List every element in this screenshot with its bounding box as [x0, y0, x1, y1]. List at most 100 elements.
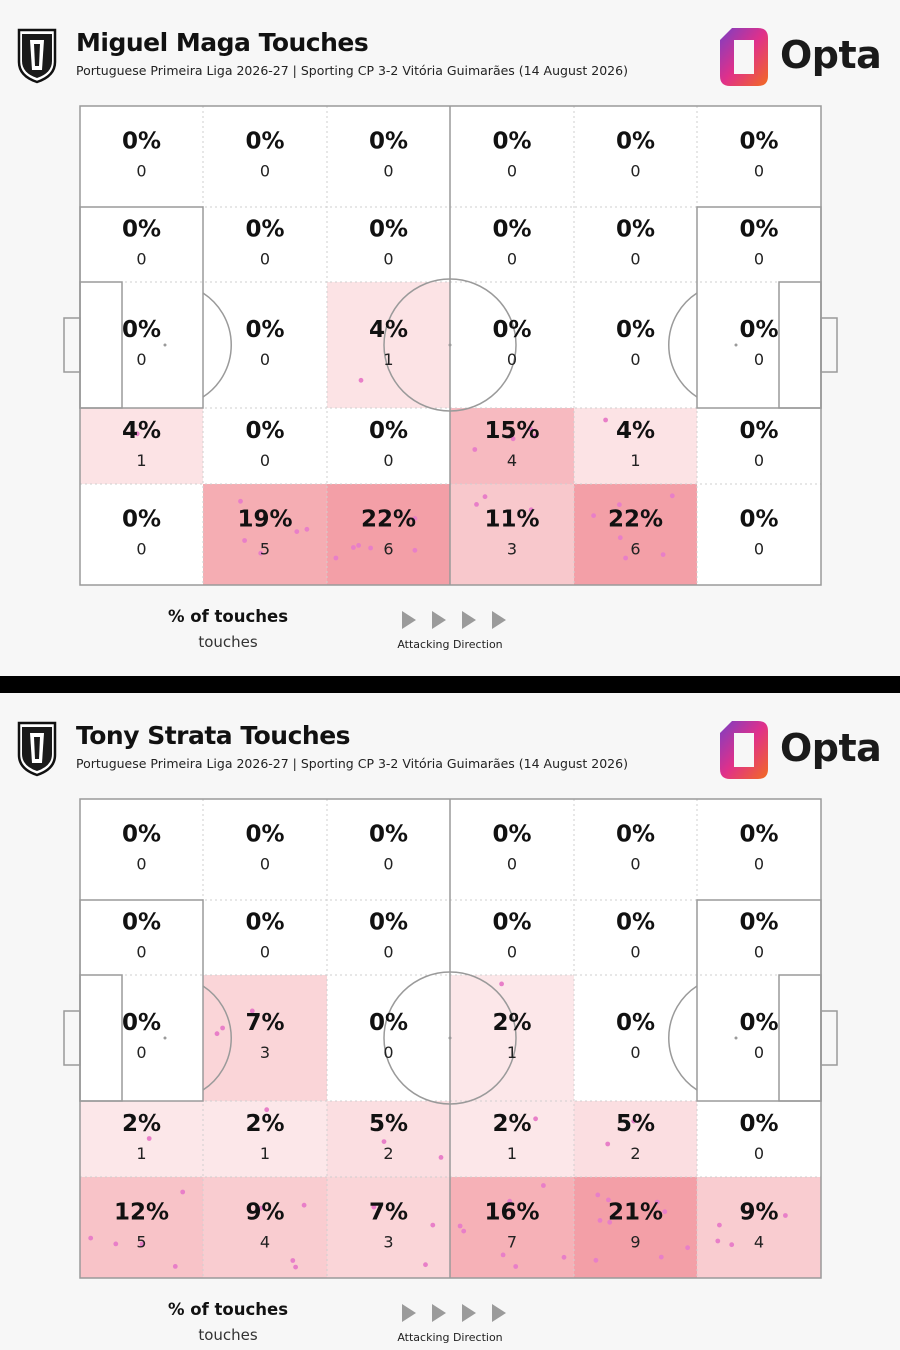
cell-count-label: 0 [507, 943, 517, 962]
cell-count-label: 0 [260, 451, 270, 470]
cell-percent-label: 11% [484, 507, 539, 533]
touch-dot [591, 513, 596, 518]
heat-cell-r4-c2 [327, 1177, 450, 1278]
legend-title: % of touches [167, 1300, 289, 1319]
cell-count-label: 0 [754, 350, 764, 369]
touch-dot [368, 545, 373, 551]
touch-dot [593, 1257, 599, 1263]
cell-percent-label: 0% [122, 822, 161, 848]
heat-cell-r4-c1 [203, 1177, 327, 1278]
heat-cell-r2-c2 [327, 975, 450, 1101]
cell-count-label: 5 [260, 540, 270, 559]
cell-count-label: 2 [383, 1144, 393, 1163]
touch-dot [242, 538, 248, 543]
attacking-direction-arrow-icon [402, 611, 506, 629]
club-crest-icon [17, 28, 57, 84]
touch-dot [500, 1252, 506, 1258]
heat-cell-r0-c0 [80, 799, 203, 900]
cell-percent-label: 4% [369, 317, 408, 343]
cell-percent-label: 0% [492, 217, 531, 243]
touch-dot [482, 494, 488, 500]
cell-percent-label: 0% [492, 910, 531, 936]
cell-count-label: 0 [136, 250, 146, 269]
cell-percent-label: 22% [361, 507, 416, 533]
touch-dot [304, 526, 310, 532]
cell-count-label: 4 [260, 1233, 270, 1252]
goal-left [63, 317, 81, 373]
cell-percent-label: 0% [122, 507, 161, 533]
cell-percent-label: 9% [739, 1200, 778, 1226]
cell-count-label: 0 [507, 350, 517, 369]
cell-percent-label: 0% [369, 822, 408, 848]
heat-cell-r2-c1 [203, 975, 327, 1101]
cell-percent-label: 0% [616, 317, 655, 343]
heat-cell-r2-c5 [697, 282, 821, 408]
heat-cell-r3-c4 [574, 1101, 697, 1177]
touch-dot [258, 550, 264, 556]
heat-cell-r2-c0 [80, 282, 203, 408]
club-crest-icon [17, 721, 57, 777]
touch-dot [528, 426, 533, 432]
heat-cell-r2-c1 [203, 282, 327, 408]
touch-dot [333, 555, 339, 561]
touch-dot [301, 1202, 307, 1208]
cell-count-label: 0 [260, 162, 270, 181]
cell-count-label: 5 [136, 1233, 146, 1252]
heat-cell-r3-c0 [80, 1101, 203, 1177]
cell-percent-label: 2% [122, 1111, 161, 1137]
touch-dot [351, 545, 356, 550]
touch-dot [412, 516, 418, 521]
cell-percent-label: 0% [739, 217, 778, 243]
heat-cell-r0-c1 [203, 106, 327, 207]
cell-count-label: 7 [507, 1233, 517, 1252]
cell-percent-label: 0% [245, 822, 284, 848]
chart-title: Tony Strata Touches [76, 721, 351, 750]
cell-count-label: 0 [507, 855, 517, 874]
cell-percent-label: 0% [122, 129, 161, 155]
cell-percent-label: 5% [616, 1111, 655, 1137]
penalty-arc-right [668, 985, 698, 1091]
cell-percent-label: 7% [369, 1200, 408, 1226]
cell-percent-label: 0% [739, 1010, 778, 1036]
cell-percent-label: 0% [369, 418, 408, 444]
opta-logo-icon [720, 721, 768, 779]
cell-percent-label: 0% [369, 1010, 408, 1036]
touch-dot [358, 377, 364, 383]
touch-dot [180, 1189, 186, 1195]
touch-dot [249, 1008, 255, 1014]
touch-dot [139, 1241, 145, 1247]
heat-cell-r0-c2 [327, 799, 450, 900]
touch-dot [293, 1264, 298, 1270]
heat-cell-r0-c1 [203, 799, 327, 900]
cell-percent-label: 4% [122, 418, 161, 444]
touch-dot [654, 1199, 660, 1205]
cell-count-label: 1 [630, 451, 640, 470]
touch-dot [528, 507, 534, 513]
touch-dot [461, 1228, 467, 1234]
cell-count-label: 6 [630, 540, 640, 559]
heat-cell-r3-c1 [203, 1101, 327, 1177]
touch-dot [607, 1219, 613, 1225]
cell-count-label: 0 [754, 162, 764, 181]
cell-count-label: 0 [754, 1043, 764, 1062]
cell-count-label: 0 [754, 451, 764, 470]
cell-percent-label: 0% [245, 317, 284, 343]
penalty-spot-left [163, 1036, 167, 1040]
heat-cell-r2-c3 [450, 282, 574, 408]
heat-cell-r0-c3 [450, 799, 574, 900]
goal-left [63, 1010, 81, 1066]
heat-cell-r4-c3 [450, 484, 574, 585]
touch-dot [474, 502, 479, 507]
touch-dot [561, 1254, 567, 1260]
heat-cell-r0-c4 [574, 799, 697, 900]
centre-circle [383, 278, 517, 412]
cell-count-label: 1 [136, 451, 146, 470]
cell-count-label: 0 [260, 250, 270, 269]
cell-count-label: 0 [754, 943, 764, 962]
cell-count-label: 0 [507, 250, 517, 269]
cell-percent-label: 0% [245, 217, 284, 243]
goal-right [820, 1010, 838, 1066]
touch-dot [717, 1222, 722, 1228]
chart-subtitle: Portuguese Primeira Liga 2026-27 | Sport… [76, 63, 628, 78]
cell-percent-label: 0% [492, 822, 531, 848]
